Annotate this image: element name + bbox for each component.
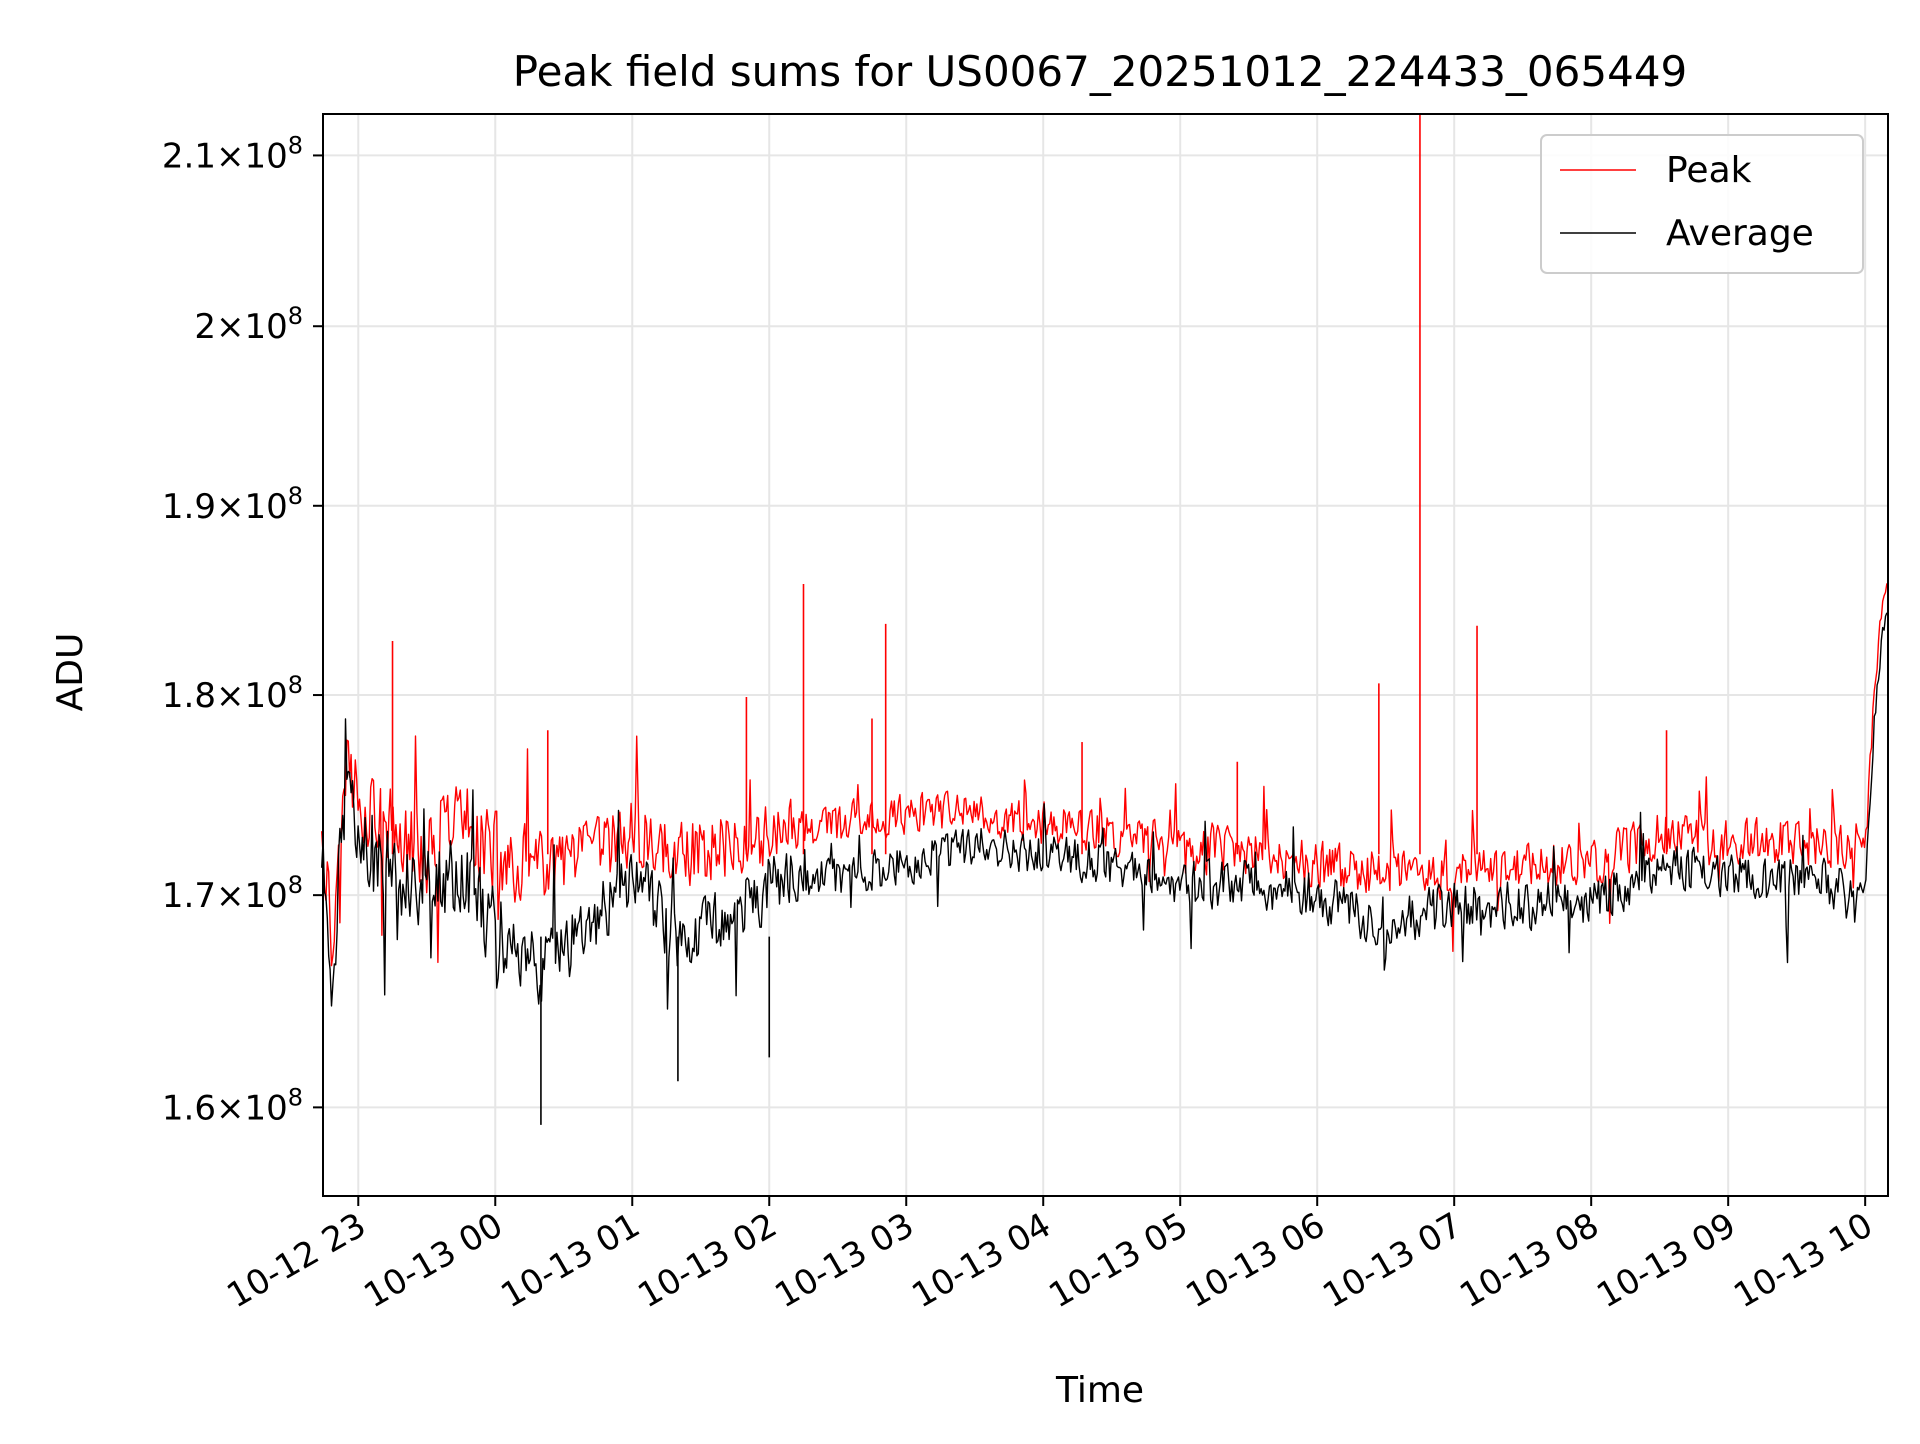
y-axis-label: ADU [50,633,91,712]
y-tick-label: 1.8×108 [162,671,303,716]
series-peak [321,114,1888,967]
plot-frame [322,113,1889,1197]
y-tick-label: 2.1×108 [162,131,303,176]
y-tick-label: 2×108 [194,302,303,347]
series-line [321,612,1888,1010]
y-tick-label: 1.6×108 [162,1083,303,1128]
series-line [321,583,1888,967]
y-tick-label: 1.7×108 [162,871,303,916]
y-tick-label: 1.9×108 [162,482,303,527]
x-axis-label: Time [1055,1370,1144,1411]
legend-label-peak: Peak [1666,150,1752,191]
legend: Peak Average [1540,134,1864,274]
series-average [321,612,1888,1125]
legend-label-average: Average [1666,213,1814,254]
chart-title: Peak field sums for US0067_20251012_2244… [513,47,1688,96]
